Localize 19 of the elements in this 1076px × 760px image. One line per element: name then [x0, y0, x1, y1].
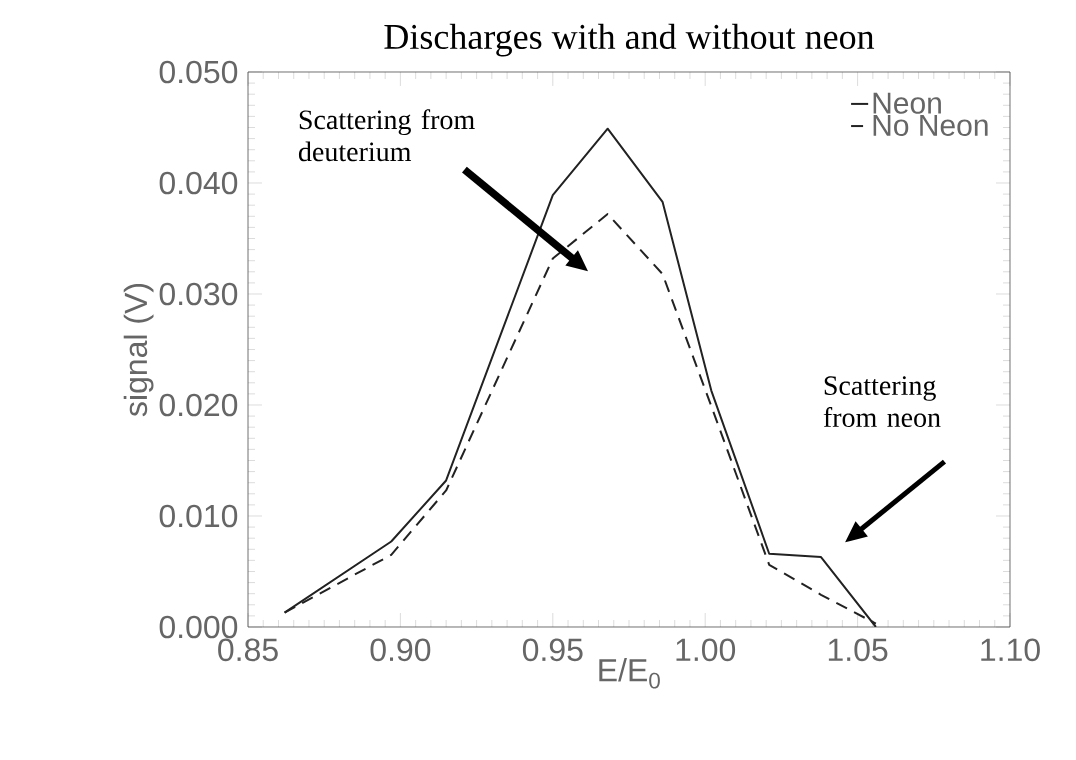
x-tick-label: 0.90: [370, 638, 431, 662]
x-tick-label: 1.00: [676, 638, 736, 662]
y-axis-title: signal (V): [123, 283, 154, 417]
legend-label: No Neon: [873, 114, 988, 136]
chart-title: Discharges with and without neon: [384, 23, 875, 57]
x-tick-label: 1.05: [828, 638, 888, 662]
annotation: Scattering from deuterium: [298, 109, 475, 162]
y-tick-label: 0.010: [159, 504, 238, 528]
x-tick-label: 0.95: [522, 638, 583, 662]
annotation: Scattering from neon: [823, 376, 941, 428]
y-tick-label: 0.000: [159, 615, 238, 639]
y-tick-label: 0.050: [159, 60, 238, 84]
y-tick-label: 0.040: [159, 171, 238, 195]
x-axis-title: E/E$_{0}$: [599, 658, 660, 689]
y-tick-label: 0.020: [159, 393, 238, 417]
x-tick-label: 1.10: [981, 638, 1040, 662]
legend-label: Neon: [873, 92, 941, 114]
y-tick-label: 0.030: [159, 282, 238, 306]
x-tick-label: 0.85: [218, 638, 278, 662]
